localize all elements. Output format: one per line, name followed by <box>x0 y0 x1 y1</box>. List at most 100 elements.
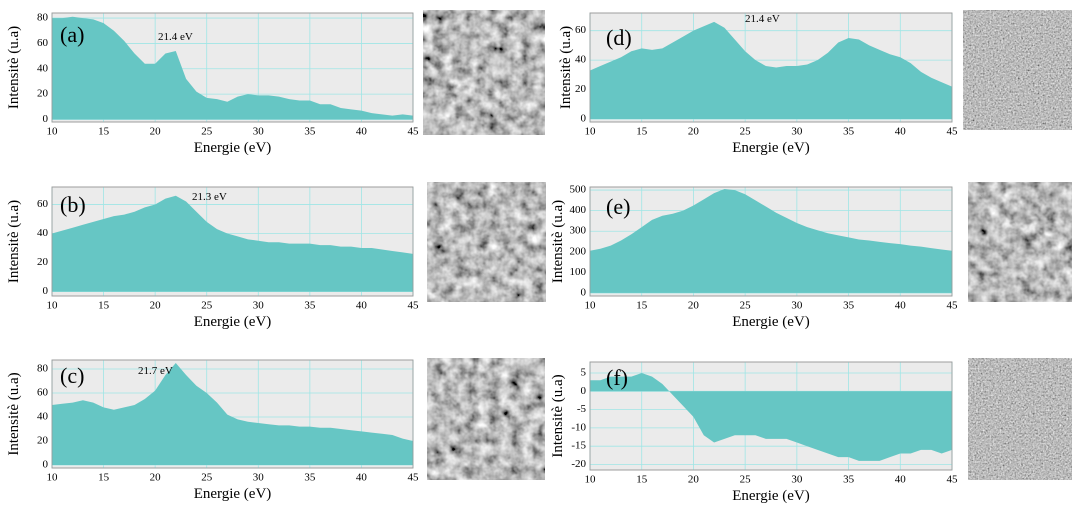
plot-frame <box>51 12 414 123</box>
plot-frame <box>589 186 953 297</box>
panel-label: (f) <box>606 365 628 390</box>
x-tick-label: 35 <box>843 126 855 138</box>
x-tick-label: 35 <box>304 126 316 138</box>
x-tick-label: 20 <box>150 126 162 138</box>
micrograph <box>968 358 1072 480</box>
x-tick-label: 35 <box>843 300 855 312</box>
x-tick-label: 20 <box>688 474 700 486</box>
area <box>590 21 952 120</box>
y-tick-label: 20 <box>37 435 49 447</box>
x-tick-label: 20 <box>688 300 700 312</box>
panel-label: (e) <box>606 194 630 219</box>
x-tick-label: 25 <box>201 126 213 138</box>
x-tick-label: 10 <box>47 300 59 312</box>
y-tick-label: -5 <box>577 403 587 415</box>
x-tick-label: 25 <box>201 472 213 484</box>
plot-frame <box>51 186 414 297</box>
x-tick-label: 40 <box>895 300 907 312</box>
x-tick-label: 25 <box>740 126 752 138</box>
y-tick-label: 80 <box>37 12 49 24</box>
y-tick-label: 80 <box>37 363 49 375</box>
x-tick-label: 15 <box>636 300 648 312</box>
x-tick-label: 15 <box>636 126 648 138</box>
y-tick-label: 60 <box>37 198 49 210</box>
peak-annotation: 21.7 eV <box>138 365 173 377</box>
micrograph <box>968 182 1072 302</box>
y-axis-label: Intensitè (u.a) <box>558 26 574 109</box>
y-tick-label: 40 <box>37 227 49 239</box>
area <box>52 16 413 120</box>
peak-annotation: 21.3 eV <box>192 191 227 203</box>
y-tick-label: 100 <box>570 266 587 278</box>
y-tick-label: 60 <box>37 387 49 399</box>
x-tick-label: 30 <box>253 472 265 484</box>
x-tick-label: 10 <box>585 474 597 486</box>
y-tick-label: 0 <box>581 286 587 298</box>
y-axis-label: Intensitè (u.a) <box>550 374 566 457</box>
panel-label: (c) <box>60 363 84 388</box>
x-tick-label: 40 <box>356 472 368 484</box>
x-tick-label: 20 <box>150 472 162 484</box>
x-tick-label: 10 <box>47 126 59 138</box>
x-tick-label: 40 <box>895 474 907 486</box>
x-tick-label: 40 <box>356 126 368 138</box>
y-tick-label: 40 <box>37 62 49 74</box>
x-tick-label: 30 <box>253 126 265 138</box>
panel-label: (b) <box>60 192 86 217</box>
plot-frame <box>51 359 414 469</box>
x-tick-label: 45 <box>947 474 959 486</box>
x-axis-label: Energie (eV) <box>194 314 272 330</box>
x-tick-label: 45 <box>408 472 420 484</box>
x-tick-label: 30 <box>791 300 803 312</box>
y-tick-label: -10 <box>571 421 586 433</box>
micrograph <box>423 10 545 135</box>
panel: 10 15 20 25 30 35 40 45 -20 -15 -10 -5 0 5 Energie (eV… <box>550 358 1072 504</box>
y-tick-label: 300 <box>570 225 587 237</box>
x-tick-label: 30 <box>791 474 803 486</box>
panels: 10 15 20 25 30 35 40 45 0 20 40 60 80 Energie (eV) Int… <box>6 10 1072 504</box>
y-tick-label: 0 <box>43 113 49 125</box>
panel-label: (d) <box>606 25 632 50</box>
x-tick-label: 35 <box>843 474 855 486</box>
y-tick-label: 20 <box>575 83 587 95</box>
y-axis-label: Intensitè (u.a) <box>6 372 22 455</box>
x-tick-label: 45 <box>408 300 420 312</box>
x-axis-label: Energie (eV) <box>194 486 272 502</box>
y-tick-label: 500 <box>570 184 587 196</box>
y-tick-label: 400 <box>570 204 587 216</box>
y-tick-label: 40 <box>37 411 49 423</box>
y-tick-label: 20 <box>37 88 49 100</box>
y-tick-label: 0 <box>43 285 49 297</box>
y-tick-label: -15 <box>571 440 586 452</box>
x-tick-label: 45 <box>408 126 420 138</box>
y-tick-label: 60 <box>575 24 587 36</box>
x-tick-label: 10 <box>47 472 59 484</box>
x-tick-label: 45 <box>947 126 959 138</box>
x-tick-label: 40 <box>895 126 907 138</box>
area <box>52 195 413 292</box>
y-tick-label: -20 <box>571 458 586 470</box>
y-axis-label: Intensitè (u.a) <box>6 26 22 109</box>
x-tick-label: 30 <box>253 300 265 312</box>
area <box>590 189 952 293</box>
y-axis-label: Intensitè (u.a) <box>550 200 566 283</box>
x-tick-label: 15 <box>98 126 110 138</box>
x-tick-label: 15 <box>636 474 648 486</box>
x-axis-label: Energie (eV) <box>732 140 810 156</box>
micrograph <box>427 182 546 302</box>
x-tick-label: 30 <box>791 126 803 138</box>
x-tick-label: 40 <box>356 300 368 312</box>
x-tick-label: 15 <box>98 300 110 312</box>
x-tick-label: 45 <box>947 300 959 312</box>
area <box>52 363 413 465</box>
y-tick-label: 200 <box>570 245 587 257</box>
y-tick-label: 40 <box>575 54 587 66</box>
panel: 10 15 20 25 30 35 40 45 0 20 40 60 Energie (eV) Inten… <box>6 182 546 330</box>
y-tick-label: 5 <box>581 367 587 379</box>
x-tick-label: 35 <box>304 472 316 484</box>
x-tick-label: 25 <box>740 474 752 486</box>
x-tick-label: 35 <box>304 300 316 312</box>
x-axis-label: Energie (eV) <box>732 488 810 504</box>
plot-frame <box>589 12 953 123</box>
